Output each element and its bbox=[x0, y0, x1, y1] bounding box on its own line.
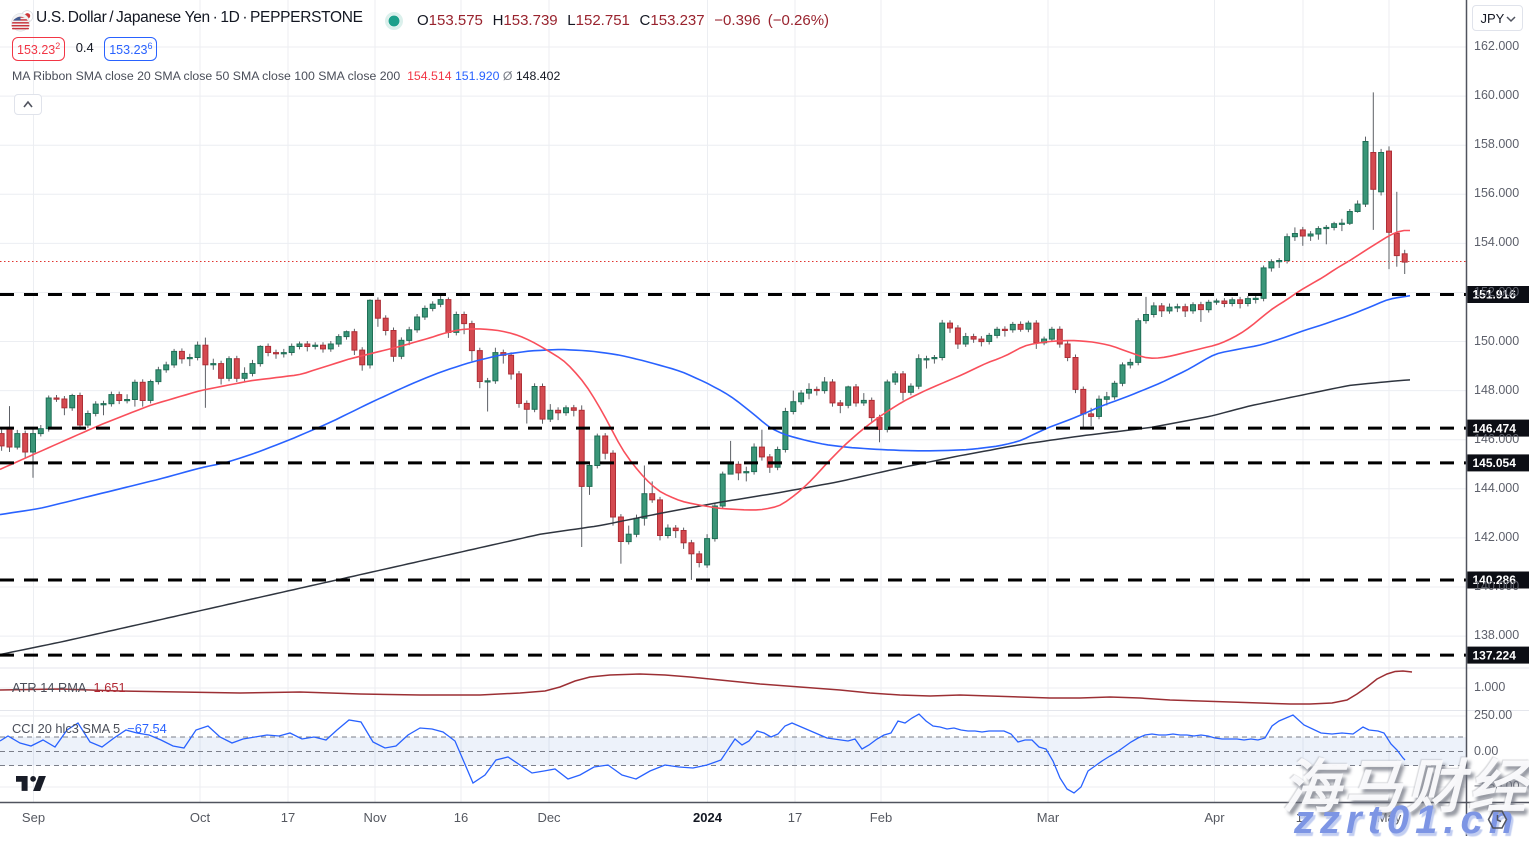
svg-text:137.224: 137.224 bbox=[1473, 648, 1517, 662]
svg-text:151.916: 151.916 bbox=[1473, 288, 1517, 302]
svg-text:145.054: 145.054 bbox=[1473, 456, 1517, 470]
svg-text:146.474: 146.474 bbox=[1473, 421, 1517, 435]
svg-text:140.286: 140.286 bbox=[1473, 573, 1517, 587]
